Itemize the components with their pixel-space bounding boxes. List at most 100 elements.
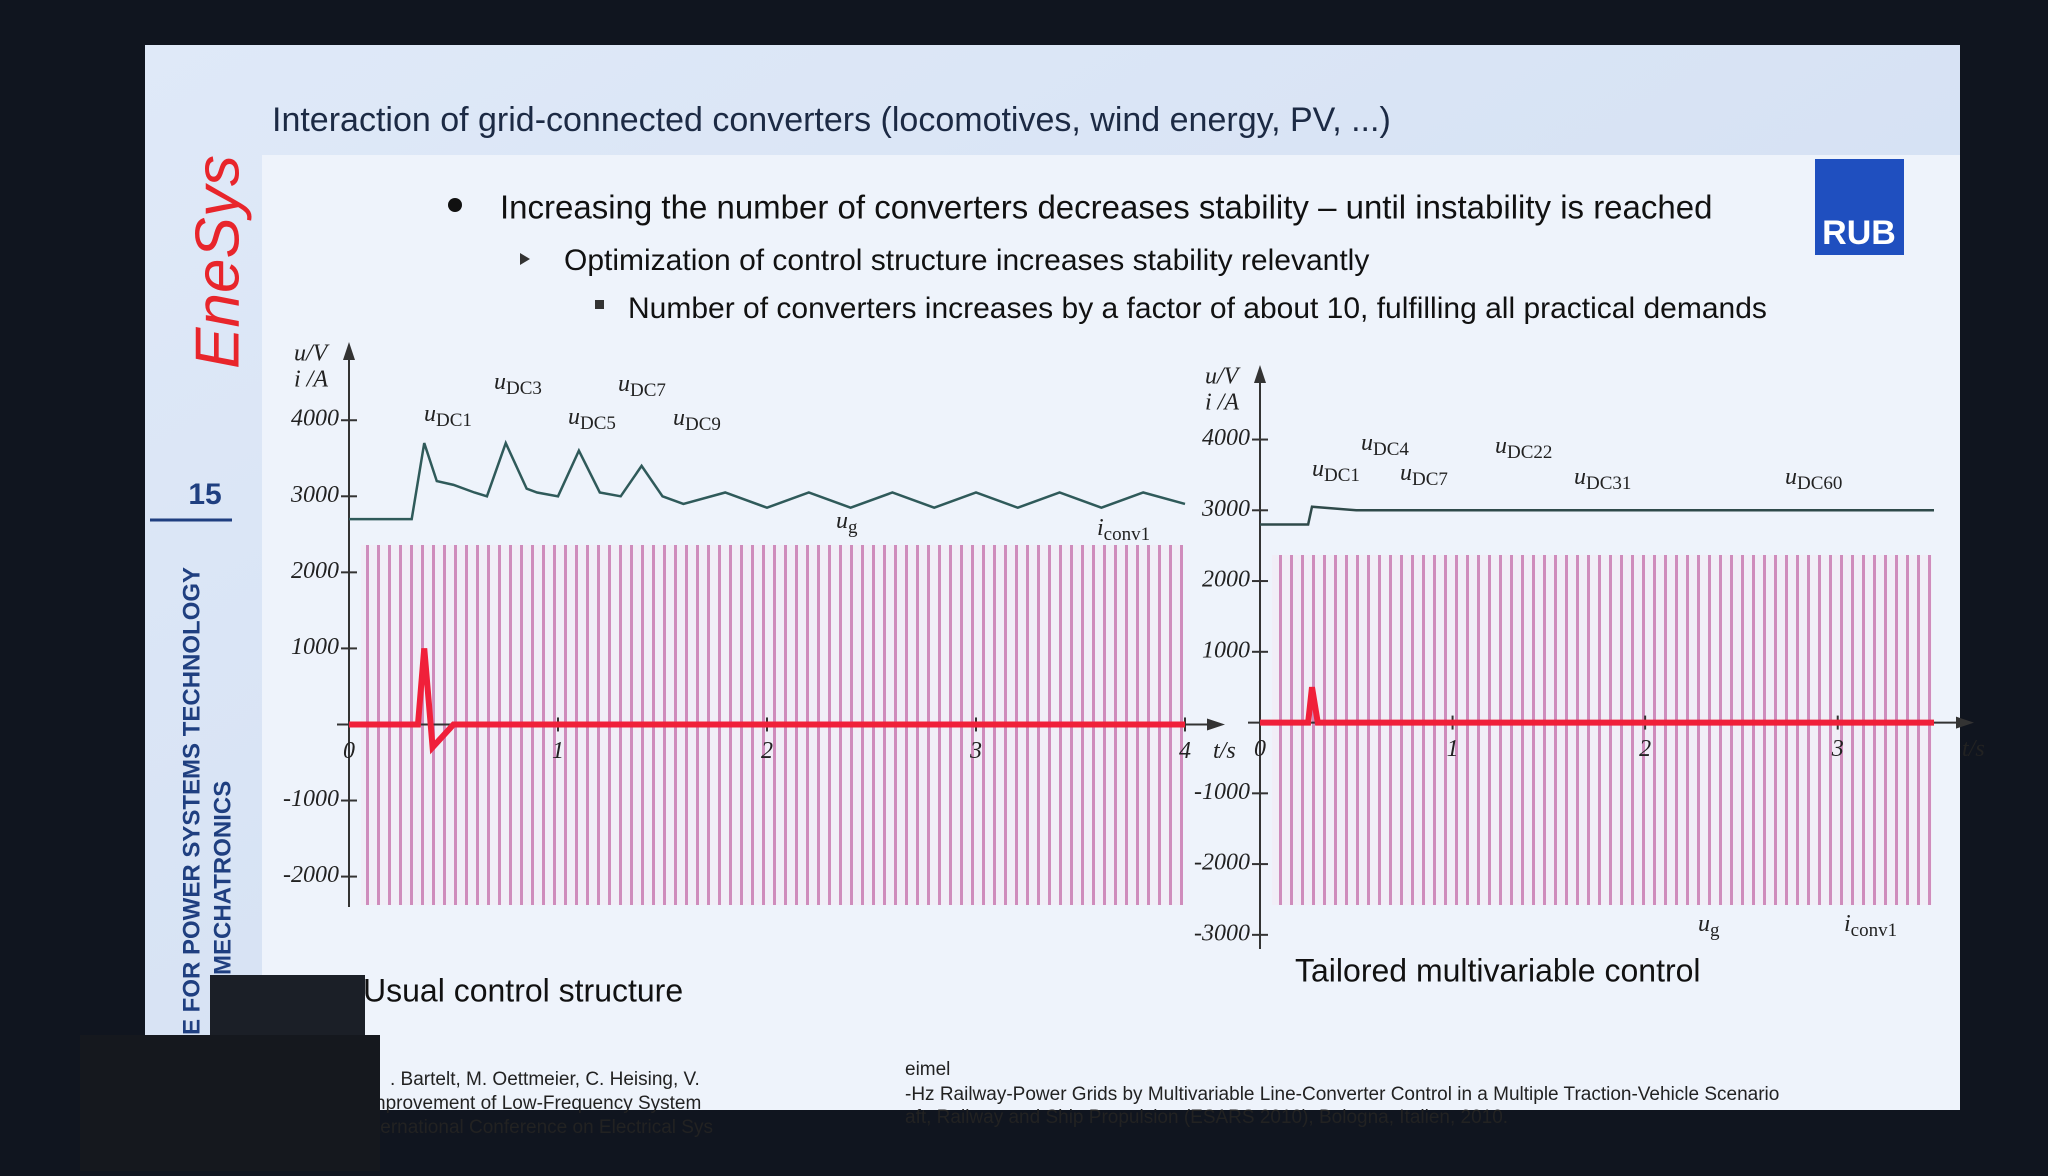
podium bbox=[80, 1035, 380, 1171]
annotation-symbol: u bbox=[1574, 464, 1586, 490]
x-tick-label: 0 bbox=[343, 738, 355, 764]
series-line bbox=[1260, 505, 1934, 526]
brand: EneSys bbox=[183, 155, 252, 369]
annotation-subscript: DC7 bbox=[630, 380, 666, 401]
page-number: 15 bbox=[188, 478, 221, 511]
y-tick-label: -1000 bbox=[1194, 779, 1250, 805]
annotation: uDC31 bbox=[1574, 464, 1631, 495]
bullet: Number of converters increases by a fact… bbox=[628, 292, 1767, 325]
annotation-subscript: DC9 bbox=[685, 414, 721, 435]
annotation-symbol: u bbox=[568, 404, 580, 430]
annotation-subscript: DC4 bbox=[1373, 439, 1409, 460]
x-tick-label: 2 bbox=[1639, 736, 1651, 762]
annotation-symbol: u bbox=[424, 401, 436, 427]
annotation: uDC7 bbox=[618, 371, 666, 402]
reference: eimel bbox=[905, 1059, 950, 1080]
institute: E FOR POWER SYSTEMS TECHNOLOGY bbox=[178, 567, 205, 1035]
reference: nprovement of Low-Frequency System bbox=[375, 1093, 701, 1114]
annotation-symbol: u bbox=[1361, 430, 1373, 456]
bullet-dot bbox=[448, 198, 462, 212]
annotation-subscript: g bbox=[848, 517, 858, 538]
annotation: uDC9 bbox=[673, 405, 721, 436]
annotation: uDC5 bbox=[568, 404, 616, 435]
annotation-symbol: u bbox=[1495, 433, 1507, 459]
y-tick-label: -2000 bbox=[283, 862, 339, 888]
x-tick-label: 4 bbox=[1179, 738, 1191, 764]
x-tick-label: 3 bbox=[969, 738, 982, 764]
x-tick-label: 2 bbox=[761, 738, 773, 764]
y-tick-label: -2000 bbox=[1194, 850, 1250, 876]
x-tick-label: 1 bbox=[1447, 736, 1459, 762]
x-tick-label: 3 bbox=[1831, 736, 1844, 762]
y-arrow bbox=[1254, 365, 1266, 383]
annotation-subscript: conv1 bbox=[1104, 524, 1150, 545]
annotation-subscript: conv1 bbox=[1851, 920, 1897, 941]
reference: aft, Railway and Ship Propulsion (ESARS … bbox=[905, 1107, 1508, 1128]
reference: ternational Conference on Electrical Sys bbox=[375, 1117, 713, 1138]
annotation: uDC60 bbox=[1785, 464, 1842, 495]
y-tick-label: 1000 bbox=[291, 634, 339, 660]
annotation: ug bbox=[836, 508, 858, 539]
y-axis-label: i /A bbox=[294, 367, 328, 393]
bullet-arrow bbox=[520, 253, 530, 265]
annotation: uDC3 bbox=[494, 369, 542, 400]
x-tick-label: 1 bbox=[552, 738, 564, 764]
annotation-subscript: DC1 bbox=[436, 410, 472, 431]
annotation-symbol: u bbox=[494, 369, 506, 395]
annotation-symbol: u bbox=[618, 371, 630, 397]
bullet: Optimization of control structure increa… bbox=[564, 244, 1369, 277]
annotation: uDC4 bbox=[1361, 430, 1409, 461]
x-axis-label: t/s bbox=[1962, 736, 1985, 762]
annotation: iconv1 bbox=[1097, 515, 1150, 546]
logo-box bbox=[1815, 159, 1904, 255]
y-tick-label: 1000 bbox=[1202, 637, 1250, 663]
y-axis-label: u/V bbox=[294, 341, 330, 367]
annotation-subscript: g bbox=[1710, 920, 1720, 941]
references: . Bartelt, M. Oettmeier, C. Heising, V. … bbox=[375, 1059, 1779, 1138]
annotation-symbol: u bbox=[1785, 464, 1797, 490]
annotation: uDC1 bbox=[424, 401, 472, 432]
y-arrow bbox=[343, 342, 355, 360]
y-axis-label: u/V bbox=[1205, 364, 1241, 390]
y-tick-label: 3000 bbox=[1201, 496, 1250, 522]
grid-voltage-band bbox=[1272, 555, 1932, 905]
annotation-symbol: u bbox=[1400, 460, 1412, 486]
reference: -Hz Railway-Power Grids by Multivariable… bbox=[905, 1084, 1779, 1105]
y-axis-label: i /A bbox=[1205, 390, 1239, 416]
annotation-subscript: DC5 bbox=[580, 413, 616, 434]
y-tick-label: 3000 bbox=[290, 482, 339, 508]
x-arrow bbox=[1207, 718, 1225, 731]
annotation-symbol: i bbox=[1844, 911, 1851, 937]
annotation-subscript: DC1 bbox=[1324, 465, 1360, 486]
annotation-subscript: DC31 bbox=[1586, 473, 1631, 494]
y-tick-label: 4000 bbox=[1202, 425, 1250, 451]
series-line bbox=[349, 648, 1185, 755]
annotation: uDC22 bbox=[1495, 433, 1552, 464]
y-tick-label: -3000 bbox=[1194, 920, 1250, 946]
annotation-subscript: DC60 bbox=[1797, 473, 1842, 494]
annotation-symbol: i bbox=[1097, 515, 1104, 541]
series-line bbox=[1260, 686, 1934, 726]
reference: . Bartelt, M. Oettmeier, C. Heising, V. bbox=[390, 1069, 700, 1090]
logo: RUB bbox=[1822, 214, 1896, 252]
annotation: uDC1 bbox=[1312, 456, 1360, 487]
series-line bbox=[349, 439, 1186, 521]
x-axis-label: t/s bbox=[1213, 738, 1236, 764]
annotation: iconv1 bbox=[1844, 911, 1897, 942]
annotation-symbol: u bbox=[673, 405, 685, 431]
annotation-subscript: DC7 bbox=[1412, 469, 1448, 490]
annotation-symbol: u bbox=[1312, 456, 1324, 482]
annotation-subscript: DC22 bbox=[1507, 442, 1552, 463]
annotation: ug bbox=[1698, 911, 1720, 942]
y-tick-label: 4000 bbox=[291, 406, 339, 432]
institute: MECHATRONICS bbox=[209, 781, 236, 975]
laptop bbox=[210, 975, 365, 1035]
annotation-symbol: u bbox=[1698, 911, 1710, 937]
annotation-symbol: u bbox=[836, 508, 848, 534]
slide-title: Interaction of grid-connected converters… bbox=[272, 101, 1391, 139]
bullet-square bbox=[595, 300, 604, 309]
annotation-subscript: DC3 bbox=[506, 378, 542, 399]
y-tick-label: 2000 bbox=[291, 558, 339, 584]
